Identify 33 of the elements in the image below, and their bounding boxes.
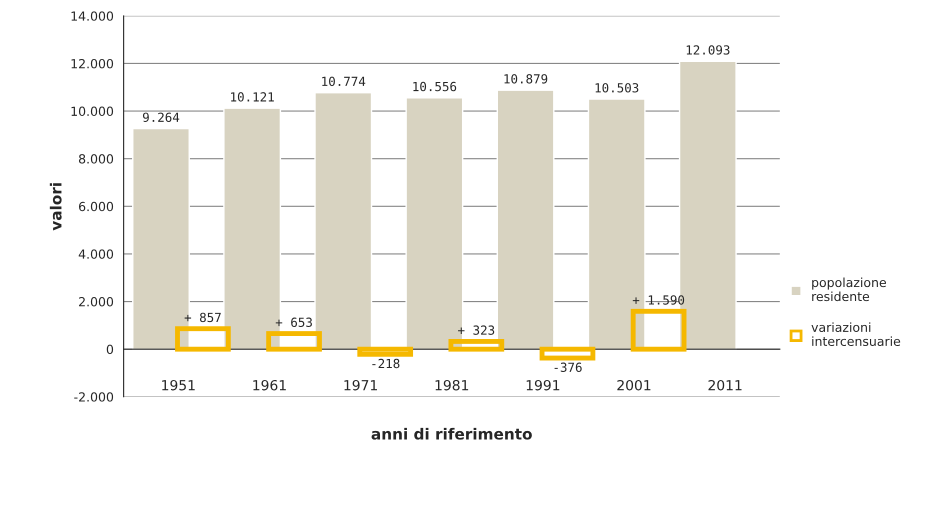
data-label: 10.556: [413, 82, 456, 92]
x-tick-label: 1971: [344, 380, 377, 390]
data-label: -376: [554, 362, 582, 372]
y-tick-label: 0: [106, 344, 114, 354]
x-axis-title: anni di riferimento: [372, 428, 532, 440]
data-label: 12.093: [686, 45, 730, 55]
x-tick-label: 2011: [708, 380, 742, 390]
x-tick-label: 2001: [617, 380, 650, 390]
y-tick-label: 8.000: [78, 154, 114, 164]
x-tick-label: 1951: [162, 380, 195, 390]
data-label: -218: [372, 358, 400, 368]
y-tick-label: 4.000: [78, 249, 114, 259]
y-axis-title: valori: [50, 183, 62, 230]
legend-label: variazioni intercensuarie: [811, 322, 900, 346]
data-label: 10.503: [596, 83, 638, 93]
y-tick-label: 6.000: [78, 202, 114, 212]
y-tick-label: 12.000: [72, 58, 114, 68]
data-label: + 323: [458, 325, 494, 335]
data-label: + 1.590: [632, 295, 684, 305]
x-tick-label: 1981: [436, 380, 468, 390]
data-label: 10.879: [504, 74, 548, 84]
legend-label: popolazione residente: [812, 277, 886, 302]
data-label: + 653: [276, 318, 312, 328]
data-label: + 857: [184, 312, 221, 322]
x-tick-label: 1991: [526, 380, 560, 390]
y-tick-label: 2.000: [79, 297, 114, 306]
data-label: 10.121: [231, 92, 274, 102]
data-label: 9.264: [142, 112, 180, 122]
y-tick-label: 14.000: [72, 11, 114, 21]
y-tick-label: -2.000: [74, 392, 114, 402]
x-tick-label: 1961: [253, 380, 286, 390]
data-label: 10.774: [322, 76, 366, 86]
y-tick-label: 10.000: [72, 106, 114, 116]
